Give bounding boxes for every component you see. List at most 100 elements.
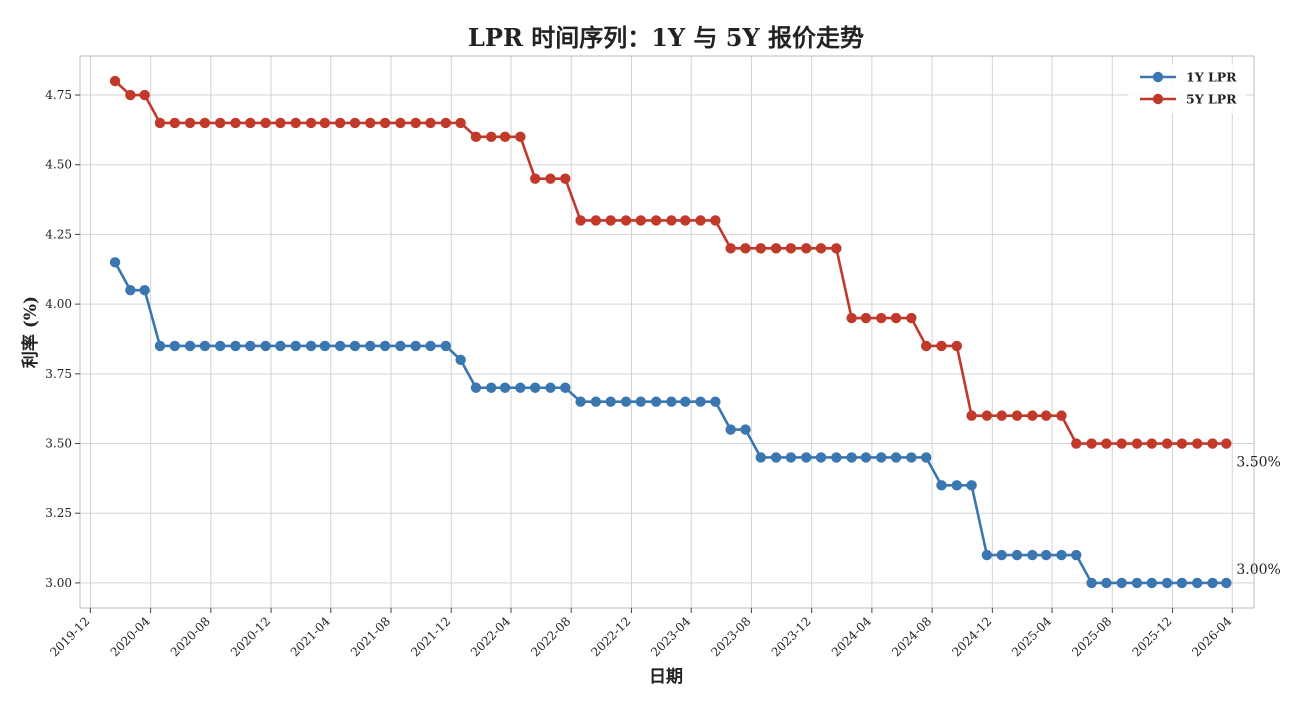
data-point — [319, 340, 331, 352]
data-point — [680, 396, 691, 407]
data-point — [260, 340, 271, 352]
data-point — [1071, 438, 1082, 449]
x-tick-label: 2024-04 — [829, 614, 874, 659]
data-point — [334, 117, 346, 129]
data-point — [199, 117, 211, 129]
data-point — [890, 312, 902, 324]
data-point — [334, 340, 346, 352]
data-point — [125, 89, 136, 101]
data-point — [1027, 549, 1038, 561]
data-point — [710, 396, 721, 407]
y-tick-label: 4.00 — [45, 297, 72, 311]
data-point — [1011, 549, 1023, 561]
x-tick-label: 2023-08 — [708, 614, 753, 659]
x-tick-labels: 2019-12 2020-04 2020-08 2020-12 2021-04 2021-… — [47, 608, 1235, 659]
data-point — [1116, 438, 1127, 449]
data-point — [515, 382, 526, 393]
x-tick-label: 2026-04 — [1189, 614, 1234, 659]
data-point — [590, 215, 602, 226]
chart-title: LPR 时间序列：1Y 与 5Y 报价走势 — [468, 23, 864, 52]
data-point — [1086, 438, 1097, 449]
data-point — [801, 243, 812, 254]
data-point — [1056, 549, 1067, 561]
data-point — [951, 340, 962, 352]
data-point — [755, 452, 767, 463]
data-point — [920, 452, 932, 463]
data-point — [109, 257, 121, 268]
x-tick-label: 2025-08 — [1069, 614, 1114, 659]
data-point — [770, 452, 782, 463]
data-point — [1131, 577, 1143, 589]
data-point — [1176, 577, 1188, 589]
data-point — [740, 424, 751, 435]
y-axis-label: 利率 (%) — [20, 296, 41, 368]
data-point — [860, 312, 872, 324]
y-tick-label: 3.75 — [45, 367, 72, 381]
data-point — [666, 215, 677, 226]
data-point — [695, 215, 706, 226]
data-point — [906, 312, 917, 324]
data-point — [936, 480, 947, 491]
data-point — [395, 117, 406, 129]
data-point — [876, 312, 887, 324]
legend-label: 1Y LPR — [1186, 70, 1237, 85]
end-labels: 3.00% 3.50% — [1236, 455, 1280, 578]
data-point — [1207, 577, 1218, 589]
data-point — [305, 340, 317, 352]
data-point — [1161, 438, 1173, 449]
data-point — [815, 452, 827, 463]
data-point — [635, 396, 647, 407]
x-axis-label: 日期 — [649, 667, 683, 687]
data-point — [996, 410, 1007, 421]
data-point — [755, 243, 767, 254]
data-point — [1176, 438, 1188, 449]
data-point — [846, 452, 857, 463]
data-point — [139, 284, 150, 296]
data-point — [245, 340, 256, 352]
x-tick-label: 2025-12 — [1129, 614, 1174, 659]
y-tick-label: 4.75 — [45, 88, 72, 102]
data-point — [395, 340, 406, 352]
data-point — [349, 340, 361, 352]
data-point — [620, 396, 632, 407]
data-point — [230, 340, 241, 352]
y-tick-label: 3.50 — [45, 437, 72, 451]
data-point — [1027, 410, 1038, 421]
x-tick-label: 2019-12 — [47, 614, 92, 659]
data-point — [440, 117, 452, 129]
data-point — [575, 396, 586, 407]
data-point — [410, 117, 421, 129]
data-point — [966, 410, 977, 421]
data-point — [1192, 577, 1203, 589]
data-point — [920, 340, 932, 352]
series-2 — [109, 75, 1232, 449]
data-point — [966, 480, 977, 491]
data-point — [169, 117, 180, 129]
data-point — [801, 452, 812, 463]
data-point — [560, 382, 571, 393]
data-point — [154, 340, 166, 352]
data-point — [590, 396, 602, 407]
data-point — [199, 340, 211, 352]
data-point — [725, 424, 736, 435]
y-tick-label: 3.00 — [45, 576, 72, 590]
data-point — [575, 215, 586, 226]
data-point — [545, 382, 556, 393]
data-point — [860, 452, 872, 463]
data-point — [1071, 549, 1082, 561]
data-point — [831, 452, 842, 463]
data-point — [440, 340, 452, 352]
data-point — [260, 117, 271, 129]
x-tick-label: 2021-04 — [288, 614, 333, 659]
data-point — [650, 396, 662, 407]
y-tick-labels: 3.00 3.25 3.50 3.75 4.00 4.25 4.50 4.75 — [45, 88, 80, 590]
data-point — [695, 396, 706, 407]
data-point — [981, 410, 993, 421]
x-tick-label: 2020-12 — [228, 614, 273, 659]
x-tick-label: 2020-08 — [168, 614, 213, 659]
data-point — [635, 215, 647, 226]
data-point — [620, 215, 632, 226]
data-point — [1040, 410, 1052, 421]
legend-swatch-marker — [1152, 71, 1164, 83]
